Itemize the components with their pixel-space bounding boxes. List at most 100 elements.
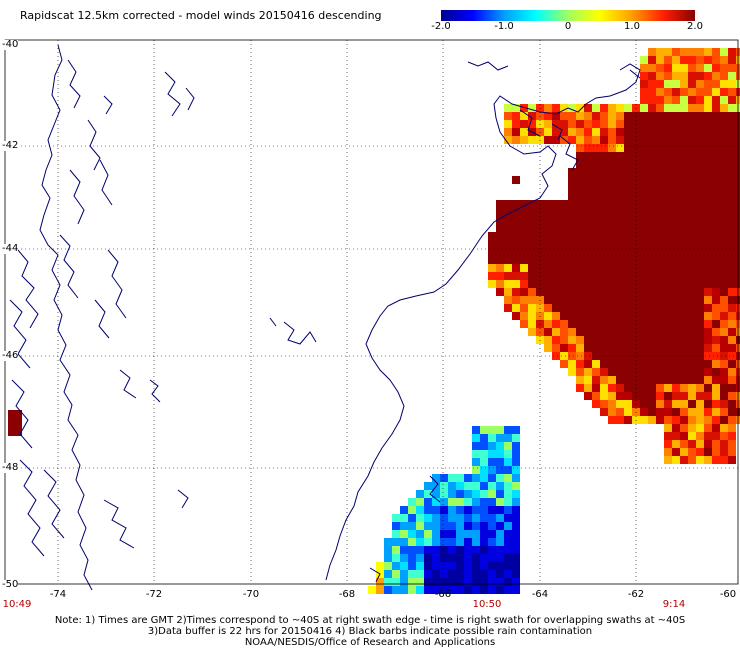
wind-cell (416, 506, 424, 514)
wind-cell (712, 360, 720, 368)
wind-cell (488, 538, 496, 546)
wind-cell (688, 112, 696, 120)
wind-cell (696, 448, 704, 456)
wind-cell (552, 248, 560, 256)
wind-cell (728, 80, 736, 88)
wind-cell (592, 136, 600, 144)
lon-label: -66 (434, 589, 452, 600)
wind-cell (568, 208, 576, 216)
wind-cell (664, 192, 672, 200)
wind-cell (440, 506, 448, 514)
wind-cell (720, 360, 728, 368)
wind-cell (680, 288, 688, 296)
wind-cell (464, 506, 472, 514)
wind-cell (624, 128, 632, 136)
wind-cell (672, 368, 680, 376)
wind-cell (576, 120, 584, 128)
wind-cell (512, 530, 520, 538)
wind-cell (568, 232, 576, 240)
wind-cell (680, 392, 688, 400)
wind-cell (704, 168, 712, 176)
wind-cell (544, 328, 552, 336)
wind-cell (616, 368, 624, 376)
wind-cell (624, 264, 632, 272)
wind-cell (712, 64, 720, 72)
wind-cell (704, 96, 712, 104)
wind-cell (712, 240, 720, 248)
wind-cell (672, 104, 680, 112)
wind-cell (648, 80, 656, 88)
wind-cell (608, 224, 616, 232)
wind-cell (520, 320, 528, 328)
wind-cell (456, 554, 464, 562)
wind-cell (664, 64, 672, 72)
wind-cell (616, 336, 624, 344)
wind-cell (712, 80, 720, 88)
wind-cell (384, 554, 392, 562)
wind-cell (408, 546, 416, 554)
wind-cell (584, 288, 592, 296)
wind-cell (432, 474, 440, 482)
wind-cell (504, 530, 512, 538)
wind-cell (712, 448, 720, 456)
wind-cell (616, 272, 624, 280)
wind-cell (488, 240, 496, 248)
wind-cell (560, 336, 568, 344)
wind-cell (640, 264, 648, 272)
wind-cell (616, 392, 624, 400)
wind-cell (680, 224, 688, 232)
wind-cell (560, 296, 568, 304)
wind-cell (472, 450, 480, 458)
wind-cell (640, 168, 648, 176)
wind-cell (680, 312, 688, 320)
wind-cell (728, 56, 736, 64)
wind-cell (592, 392, 600, 400)
wind-cell (528, 248, 536, 256)
wind-cell (728, 288, 736, 296)
wind-cell (488, 442, 496, 450)
wind-cell (704, 368, 712, 376)
wind-cell (592, 120, 600, 128)
wind-cell (688, 152, 696, 160)
wind-cell (488, 554, 496, 562)
wind-cell (648, 120, 656, 128)
wind-cell (656, 216, 664, 224)
wind-cell (704, 312, 712, 320)
wind-cell (512, 554, 520, 562)
wind-cell (720, 152, 728, 160)
wind-cell (384, 538, 392, 546)
wind-cell (512, 112, 520, 120)
wind-cell (600, 200, 608, 208)
wind-cell (640, 200, 648, 208)
wind-cell (592, 112, 600, 120)
wind-cell (408, 522, 416, 530)
wind-cell (440, 538, 448, 546)
wind-cell (680, 248, 688, 256)
wind-cell (520, 280, 528, 288)
wind-cell (448, 570, 456, 578)
wind-cell (728, 168, 736, 176)
wind-cell (424, 586, 432, 594)
wind-cell (568, 264, 576, 272)
wind-cell (448, 506, 456, 514)
wind-cell (664, 360, 672, 368)
wind-cell (512, 312, 520, 320)
wind-cell (560, 256, 568, 264)
wind-cell (480, 538, 488, 546)
wind-cell (712, 312, 720, 320)
wind-cell (448, 530, 456, 538)
wind-cell (720, 136, 728, 144)
wind-cell (680, 320, 688, 328)
wind-cell (648, 208, 656, 216)
wind-cell (720, 176, 728, 184)
wind-cell (696, 184, 704, 192)
wind-cell (520, 232, 528, 240)
wind-cell (512, 256, 520, 264)
wind-cell (488, 570, 496, 578)
wind-cell (712, 184, 720, 192)
wind-cell (600, 400, 608, 408)
wind-cell (464, 498, 472, 506)
wind-cell (688, 304, 696, 312)
wind-cell (584, 248, 592, 256)
wind-cell (416, 514, 424, 522)
